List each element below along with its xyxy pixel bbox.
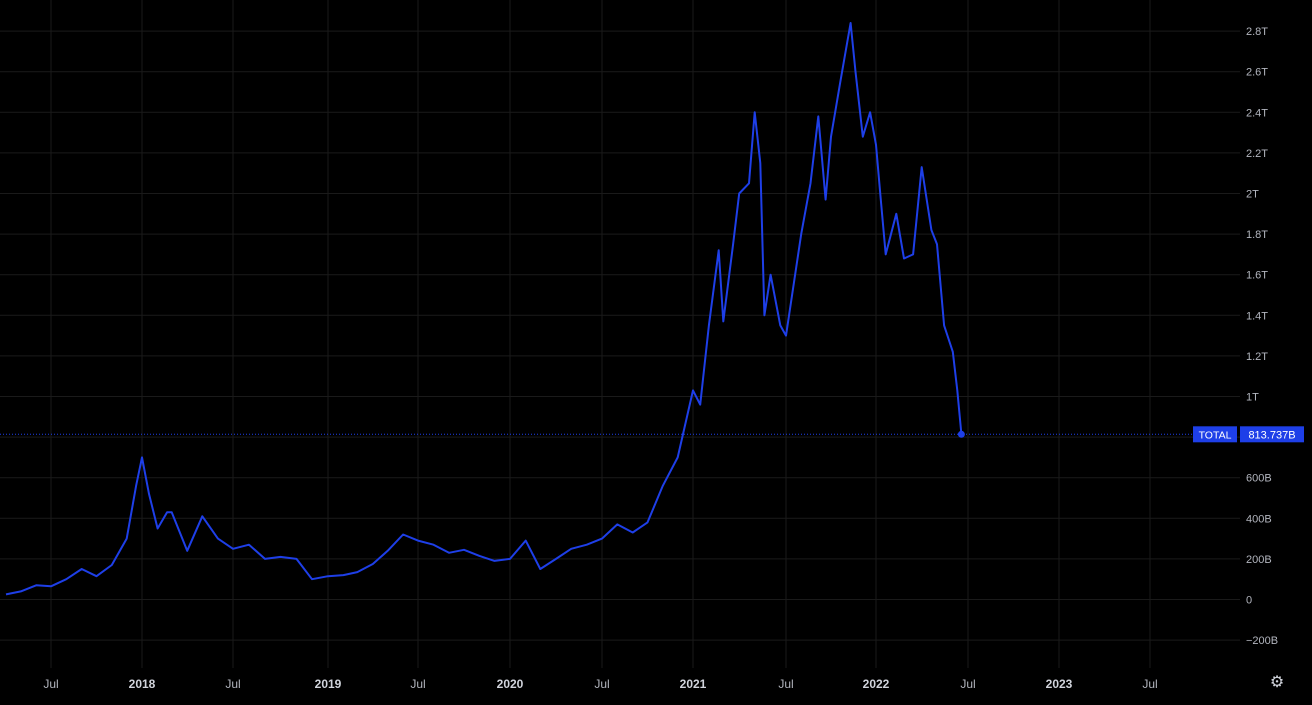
y-tick-label: 600B: [1246, 473, 1272, 485]
series-layer: [0, 22, 1192, 596]
x-tick-label: 2020: [497, 677, 524, 691]
y-tick-label: −200B: [1246, 635, 1278, 647]
last-value-badge-box: [1240, 426, 1304, 443]
y-tick-label: 2.4T: [1246, 107, 1268, 119]
x-tick-label: 2023: [1046, 677, 1073, 691]
y-tick-label: 2.2T: [1246, 148, 1268, 160]
y-tick-label: 1.8T: [1246, 229, 1268, 241]
y-tick-label: 0: [1246, 595, 1252, 607]
x-tick-label: Jul: [594, 677, 609, 691]
x-tick-label: 2018: [129, 677, 156, 691]
y-tick-label: 200B: [1246, 554, 1272, 566]
x-tick-label: 2021: [680, 677, 707, 691]
y-axis: −200B 0 200B 400B 600B 1T 1.2T 1.4T 1.6T 1.8T 2T 2.…: [1246, 26, 1278, 647]
last-value-badge: TOTAL 813.737B: [1193, 426, 1304, 443]
y-tick-label: 1.4T: [1246, 310, 1268, 322]
x-tick-label: 2022: [863, 677, 890, 691]
x-tick-label: Jul: [43, 677, 58, 691]
x-tick-label: Jul: [1142, 677, 1157, 691]
y-tick-label: 2T: [1246, 189, 1259, 201]
grid: [0, 0, 1240, 668]
series-name-label: TOTAL: [1199, 429, 1232, 441]
y-tick-label: 1T: [1246, 392, 1259, 404]
series-name-badge: [1193, 426, 1237, 443]
x-tick-label: Jul: [960, 677, 975, 691]
x-tick-label: 2019: [315, 677, 342, 691]
y-tick-label: 2.6T: [1246, 67, 1268, 79]
y-tick-label: 1.6T: [1246, 270, 1268, 282]
x-tick-label: Jul: [410, 677, 425, 691]
series-line-total: [5, 22, 963, 596]
last-value-label: 813.737B: [1248, 429, 1295, 441]
y-tick-label: 400B: [1246, 513, 1272, 525]
last-point-marker: [957, 430, 965, 438]
x-axis: Jul 2018 Jul 2019 Jul 2020 Jul 2021 Jul 2022 Jul 20…: [43, 677, 1157, 691]
x-tick-label: Jul: [225, 677, 240, 691]
settings-gear-icon[interactable]: ⚙: [1269, 674, 1285, 691]
x-tick-label: Jul: [778, 677, 793, 691]
y-tick-label: 2.8T: [1246, 26, 1268, 38]
y-tick-label: 1.2T: [1246, 351, 1268, 363]
